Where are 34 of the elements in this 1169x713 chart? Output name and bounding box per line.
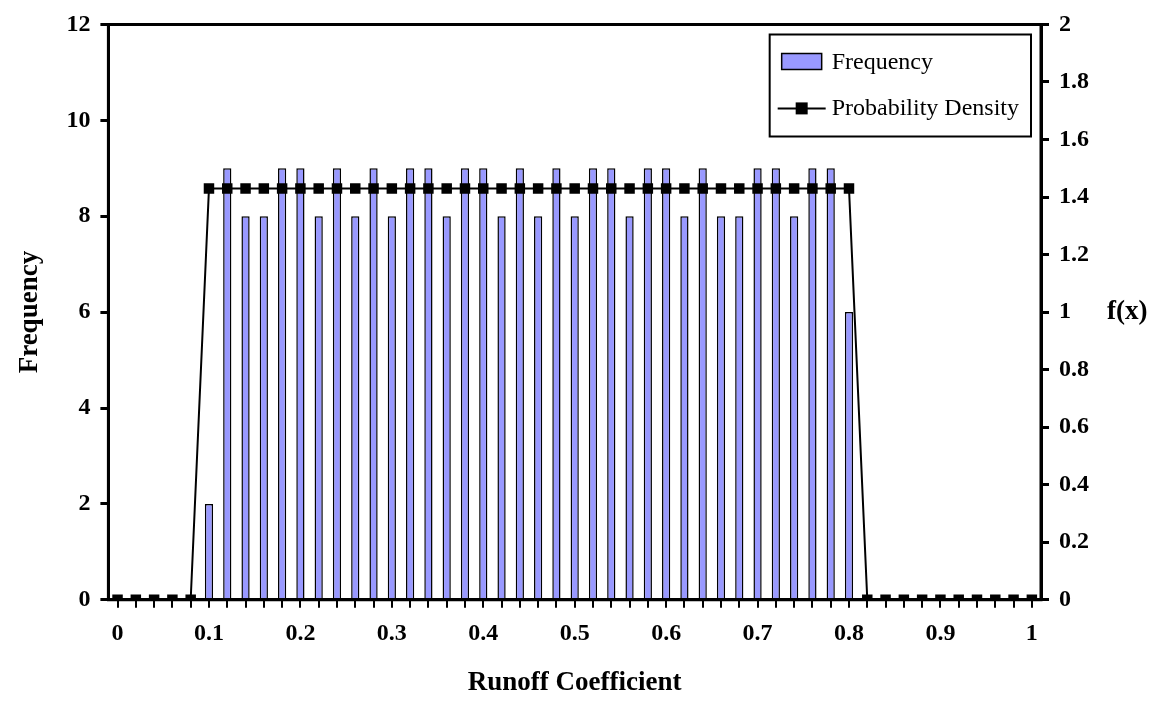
y2-tick-label: 0 bbox=[1059, 585, 1071, 611]
y-tick-label: 8 bbox=[78, 201, 91, 228]
legend-label: Frequency bbox=[831, 47, 933, 74]
y2-tick-label: 1.8 bbox=[1059, 67, 1089, 94]
y2-tick-label: 0.8 bbox=[1059, 354, 1089, 381]
y-axis-title: Frequency bbox=[13, 250, 44, 374]
x-tick-label: 0.9 bbox=[925, 619, 956, 646]
x-axis-title: Runoff Coefficient bbox=[467, 665, 682, 696]
y-tick-label: 6 bbox=[78, 297, 91, 324]
x-tick-label: 0.2 bbox=[285, 619, 316, 646]
y2-tick-label: 2 bbox=[1059, 9, 1071, 36]
x-tick-label: 0.3 bbox=[376, 619, 407, 646]
y-tick-label: 0 bbox=[78, 585, 91, 611]
x-tick-label: 1 bbox=[1025, 619, 1038, 646]
y2-tick-label: 1.6 bbox=[1059, 124, 1089, 151]
x-tick-label: 0.8 bbox=[833, 619, 864, 646]
x-tick-label: 0.6 bbox=[651, 619, 682, 646]
x-tick-label: 0.1 bbox=[193, 619, 224, 646]
y2-tick-label: 0.4 bbox=[1059, 469, 1089, 496]
y2-tick-label: 1.2 bbox=[1059, 239, 1089, 266]
x-tick-label: 0.7 bbox=[742, 619, 773, 646]
y2-tick-label: 1 bbox=[1059, 297, 1071, 324]
y-tick-label: 4 bbox=[78, 393, 91, 420]
y-tick-label: 12 bbox=[66, 9, 91, 36]
x-tick-label: 0 bbox=[111, 619, 124, 646]
y-tick-label: 10 bbox=[66, 105, 91, 132]
y2-tick-label: 0.2 bbox=[1059, 527, 1089, 554]
legend-label: Probability Density bbox=[831, 93, 1019, 120]
x-tick-label: 0.5 bbox=[559, 619, 590, 646]
y-tick-label: 2 bbox=[78, 489, 91, 516]
y2-tick-label: 0.6 bbox=[1059, 412, 1089, 439]
x-tick-label: 0.4 bbox=[468, 619, 499, 646]
y2-axis-title: f(x) bbox=[1107, 295, 1148, 326]
y2-tick-label: 1.4 bbox=[1059, 182, 1089, 209]
